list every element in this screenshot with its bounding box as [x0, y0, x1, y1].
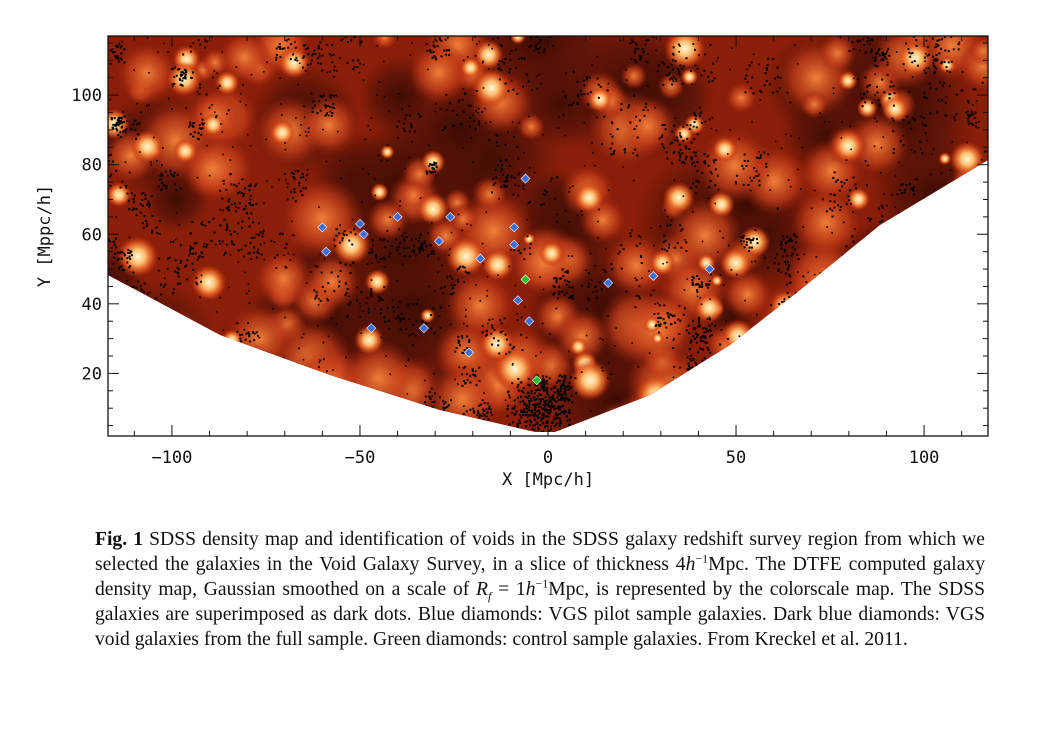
figure-caption: Fig. 1 SDSS density map and identificati…	[95, 527, 985, 652]
caption-label: Fig. 1	[95, 529, 144, 550]
void-galaxy-diamond	[648, 271, 659, 281]
void-galaxy-diamond	[520, 173, 531, 184]
y-tick-label: 60	[82, 225, 102, 245]
caption-text-3: = 1	[491, 579, 526, 600]
y-tick-label: 80	[82, 156, 102, 176]
caption-rf: R	[476, 579, 488, 600]
x-tick-label: 50	[726, 448, 746, 468]
void-galaxy-diamond	[321, 246, 332, 257]
void-galaxy-diamond	[509, 239, 520, 250]
void-galaxy-diamond	[445, 211, 456, 222]
void-galaxy-diamond	[392, 211, 403, 222]
y-axis-title: Y [Mppc/h]	[35, 185, 55, 287]
void-galaxy-diamond	[603, 278, 614, 288]
x-axis-title: X [Mpc/h]	[502, 470, 594, 490]
x-tick-label: −100	[151, 448, 192, 468]
y-tick-label: 100	[71, 86, 102, 106]
caption-text-1: SDSS density map and identification of v…	[95, 529, 985, 575]
control-galaxy-diamond	[520, 274, 531, 285]
void-galaxy-diamond	[355, 218, 365, 229]
galaxy-diamond-markers	[317, 173, 715, 386]
density-colormap	[108, 36, 988, 432]
void-galaxy-diamond	[464, 347, 474, 358]
caption-text-4: Mpc, is represented by the colorscale ma…	[95, 579, 985, 650]
x-axis: −100 −50 0 50 100	[133, 36, 963, 468]
y-axis: 20 40 60 80 100	[71, 42, 988, 427]
x-tick-label: −50	[345, 448, 376, 468]
void-galaxy-diamond	[704, 264, 715, 274]
caption-h2: h	[525, 579, 536, 600]
caption-exp: −1	[695, 551, 709, 566]
caption-text-2: Mpc. The DTFE computed galaxy density ma…	[95, 554, 985, 600]
y-tick-label: 20	[82, 364, 102, 384]
caption-h: h	[685, 554, 696, 575]
void-galaxy-diamond	[512, 295, 523, 306]
void-galaxy-diamond	[524, 316, 535, 327]
x-tick-label: 0	[543, 448, 553, 468]
void-galaxy-diamond	[509, 222, 520, 233]
caption-exp2: −1	[535, 576, 549, 591]
void-galaxy-diamond	[434, 236, 444, 247]
void-galaxy-diamond	[317, 222, 328, 233]
control-galaxy-diamond	[531, 375, 542, 386]
x-tick-label: 100	[909, 448, 940, 468]
y-tick-label: 40	[82, 295, 102, 315]
void-galaxy-diamond	[358, 229, 369, 240]
caption-rf-sub: f	[488, 588, 492, 603]
void-galaxy-diamond	[475, 253, 486, 264]
void-galaxy-diamond	[366, 323, 377, 334]
density-map-figure: −100 −50 0 50 100 20 40 60 80 100 X [Mpc/h] Y [M…	[35, 35, 989, 490]
void-galaxy-diamond	[418, 323, 429, 334]
